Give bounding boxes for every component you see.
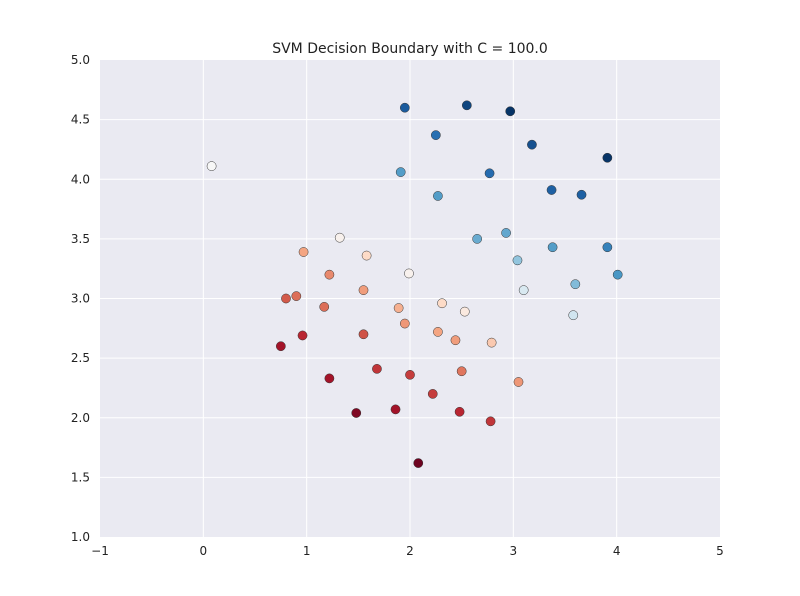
scatter-point xyxy=(362,251,371,260)
scatter-point xyxy=(400,319,409,328)
scatter-point xyxy=(298,331,307,340)
scatter-point xyxy=(613,270,622,279)
scatter-point xyxy=(527,140,536,149)
scatter-point xyxy=(460,307,469,316)
scatter-point xyxy=(513,256,522,265)
scatter-point xyxy=(405,370,414,379)
scatter-point xyxy=(571,280,580,289)
scatter-point xyxy=(352,408,361,417)
scatter-point xyxy=(569,311,578,320)
scatter-point xyxy=(428,389,437,398)
scatter-point xyxy=(433,191,442,200)
y-tick-label: 1.0 xyxy=(71,530,90,544)
scatter-point xyxy=(207,162,216,171)
scatter-point xyxy=(487,338,496,347)
scatter-point xyxy=(457,367,466,376)
x-tick-label: 1 xyxy=(303,544,311,558)
scatter-point xyxy=(547,185,556,194)
scatter-point xyxy=(281,294,290,303)
scatter-point xyxy=(299,247,308,256)
scatter-point xyxy=(414,458,423,467)
scatter-point xyxy=(603,153,612,162)
scatter-point xyxy=(359,286,368,295)
y-tick-label: 2.5 xyxy=(71,351,90,365)
x-axis-ticks: −1 0 1 2 3 4 5 xyxy=(91,544,724,558)
scatter-point xyxy=(292,292,301,301)
y-axis-ticks: 1.0 1.5 2.0 2.5 3.0 3.5 4.0 4.5 5.0 xyxy=(71,53,90,544)
scatter-point xyxy=(431,131,440,140)
y-tick-label: 5.0 xyxy=(71,53,90,67)
scatter-point xyxy=(485,169,494,178)
scatter-point xyxy=(335,233,344,242)
scatter-point xyxy=(372,364,381,373)
scatter-point xyxy=(433,327,442,336)
y-tick-label: 3.0 xyxy=(71,292,90,306)
scatter-point xyxy=(455,407,464,416)
x-tick-label: 0 xyxy=(200,544,208,558)
x-tick-label: 2 xyxy=(406,544,414,558)
x-tick-label: 4 xyxy=(613,544,621,558)
scatter-point xyxy=(359,330,368,339)
scatter-point xyxy=(276,342,285,351)
scatter-point xyxy=(396,167,405,176)
scatter-point xyxy=(325,270,334,279)
scatter-point xyxy=(502,228,511,237)
scatter-point xyxy=(437,299,446,308)
y-tick-label: 3.5 xyxy=(71,232,90,246)
scatter-point xyxy=(506,107,515,116)
scatter-point xyxy=(391,405,400,414)
scatter-point xyxy=(519,286,528,295)
scatter-point xyxy=(486,417,495,426)
scatter-point xyxy=(400,103,409,112)
scatter-point xyxy=(451,336,460,345)
chart-title: SVM Decision Boundary with C = 100.0 xyxy=(272,41,548,57)
scatter-point xyxy=(394,303,403,312)
scatter-point xyxy=(473,234,482,243)
scatter-point xyxy=(325,374,334,383)
y-tick-label: 1.5 xyxy=(71,470,90,484)
scatter-point xyxy=(462,101,471,110)
scatter-point xyxy=(404,269,413,278)
y-tick-label: 2.0 xyxy=(71,411,90,425)
scatter-point xyxy=(514,377,523,386)
y-tick-label: 4.0 xyxy=(71,172,90,186)
y-tick-label: 4.5 xyxy=(71,113,90,127)
x-tick-label: 5 xyxy=(716,544,724,558)
scatter-point xyxy=(603,243,612,252)
x-tick-label: 3 xyxy=(510,544,518,558)
scatter-point xyxy=(577,190,586,199)
scatter-point xyxy=(320,302,329,311)
x-tick-label: −1 xyxy=(91,544,109,558)
scatter-point xyxy=(548,243,557,252)
